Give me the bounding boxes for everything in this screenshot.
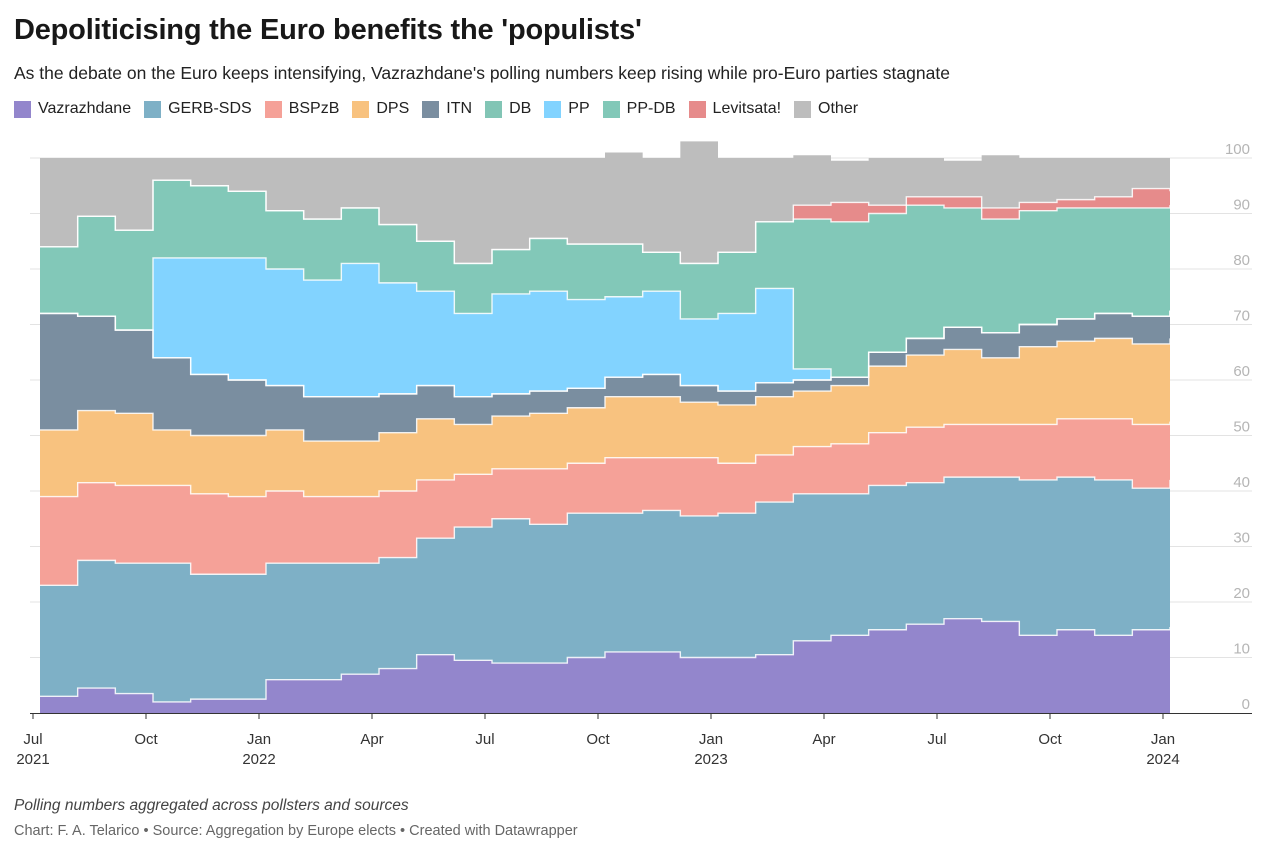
legend-label: ITN	[446, 100, 473, 117]
legend: Vazrazhdane GERB-SDS BSPzB DPS ITN DB PP PP-DB L…	[14, 100, 871, 118]
series-boundary	[40, 337, 1171, 442]
legend-item: BSPzB	[264, 100, 340, 118]
y-tick-label: 80	[1233, 252, 1250, 269]
chart-credit: Chart: F. A. Telarico • Source: Aggregat…	[14, 823, 578, 839]
series-boundary	[40, 179, 1171, 265]
chart-notes: Polling numbers aggregated across pollst…	[14, 797, 409, 814]
x-tick-label: Oct	[1038, 731, 1062, 748]
x-tick-label: Oct	[586, 731, 610, 748]
legend-item: Vazrazhdane	[14, 100, 131, 118]
x-axis: Jul 2021 Oct Jan 2022 Apr Jul Oct Jan 2023 Apr Jul O…	[16, 713, 1252, 768]
legend-swatch	[485, 100, 503, 118]
y-tick-label: 20	[1233, 585, 1250, 602]
legend-label: BSPzB	[288, 100, 340, 117]
legend-item: ITN	[422, 100, 472, 118]
legend-swatch	[422, 100, 440, 118]
area-pp-db	[40, 180, 1170, 378]
area-other	[40, 141, 1170, 264]
area-series	[40, 141, 1170, 713]
legend-item: PP	[544, 100, 590, 118]
series-boundary	[40, 617, 1171, 703]
legend-swatch	[602, 100, 620, 118]
area-vazrazhdane	[40, 618, 1170, 713]
x-tick-label: Oct	[134, 731, 158, 748]
legend-label: PP-DB	[626, 100, 676, 117]
legend-label: Other	[818, 100, 859, 117]
x-tick-label: Jan	[247, 731, 271, 748]
y-tick-label: 90	[1233, 197, 1250, 214]
y-tick-label: 50	[1233, 419, 1250, 436]
series-boundary	[40, 476, 1171, 587]
legend-label: Levitsata!	[712, 100, 782, 117]
y-tick-label: 10	[1233, 641, 1250, 658]
series-boundary	[40, 257, 1171, 378]
x-tick-label: 2022	[242, 751, 275, 768]
legend-item: Other	[794, 100, 858, 118]
area-itn	[40, 310, 1170, 442]
x-tick-label: 2024	[1146, 751, 1179, 768]
legend-label: GERB-SDS	[168, 100, 252, 117]
legend-item: DB	[485, 100, 531, 118]
legend-item: GERB-SDS	[144, 100, 252, 118]
y-tick-label: 60	[1233, 363, 1250, 380]
x-tick-label: Jul	[23, 731, 42, 748]
y-tick-label: 0	[1242, 696, 1250, 713]
y-axis: 0 10 20 30 40 50 60 70 80 90 100	[1225, 141, 1250, 713]
legend-item: DPS	[352, 100, 409, 118]
area-gerb-sds	[40, 477, 1170, 702]
y-tick-label: 40	[1233, 474, 1250, 491]
y-tick-label: 70	[1233, 308, 1250, 325]
series-boundaries	[40, 179, 1171, 703]
y-tick-label: 100	[1225, 141, 1250, 158]
legend-label: PP	[568, 100, 590, 117]
x-tick-label: Jul	[927, 731, 946, 748]
x-tick-label: Apr	[812, 731, 835, 748]
legend-item: PP-DB	[602, 100, 676, 118]
legend-swatch	[544, 100, 562, 118]
x-tick-label: 2023	[694, 751, 727, 768]
legend-swatch	[352, 100, 370, 118]
legend-swatch	[794, 100, 812, 118]
x-tick-label: Jan	[699, 731, 723, 748]
area-pp	[40, 257, 1170, 397]
legend-label: Vazrazhdane	[38, 100, 132, 117]
legend-swatch	[688, 100, 706, 118]
chart-subtitle: As the debate on the Euro keeps intensif…	[14, 63, 950, 83]
legend-label: DB	[509, 100, 532, 117]
stacked-area-chart: 0 10 20 30 40 50 60 70 80 90 100 Jul 2021 Oct Jan 2022…	[16, 141, 1252, 768]
legend-swatch	[14, 100, 31, 118]
x-tick-label: Apr	[360, 731, 383, 748]
legend-item: Levitsata!	[688, 100, 782, 118]
x-tick-label: 2021	[16, 751, 49, 768]
legend-swatch	[144, 100, 162, 118]
x-tick-label: Jan	[1151, 731, 1175, 748]
x-tick-label: Jul	[475, 731, 494, 748]
legend-swatch	[264, 100, 282, 118]
legend-label: DPS	[376, 100, 410, 117]
area-dps	[40, 338, 1170, 497]
y-tick-label: 30	[1233, 530, 1250, 547]
series-boundary	[40, 418, 1171, 498]
area-bspzb	[40, 418, 1170, 586]
chart-title: Depoliticising the Euro benefits the 'po…	[14, 14, 642, 46]
